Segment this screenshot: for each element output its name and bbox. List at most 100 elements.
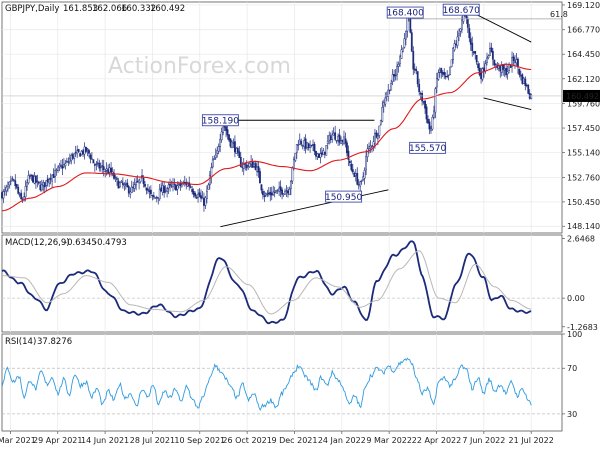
candle-body-79 [117, 180, 120, 189]
candle-body-347 [512, 56, 515, 61]
candle-body-25 [37, 181, 40, 184]
candle-body-188 [278, 187, 281, 192]
candle-body-38 [57, 166, 59, 171]
candle-body-269 [397, 64, 400, 67]
candle-body-140 [207, 184, 210, 190]
candle-body-284 [419, 92, 422, 95]
candle-body-304 [449, 66, 452, 75]
candle-body-43 [64, 163, 67, 166]
candle-body-113 [167, 184, 170, 189]
annotation-box-3 [409, 141, 447, 154]
candle-body-147 [217, 146, 220, 152]
candle-body-58 [86, 148, 89, 151]
candle-body-167 [247, 165, 250, 167]
candle-body-343 [506, 71, 509, 75]
candle-body-174 [257, 166, 260, 173]
candle-body-97 [144, 184, 146, 187]
candle-body-129 [191, 188, 194, 192]
candle-body-59 [88, 150, 90, 154]
ohlc-low: 160.332 [121, 4, 156, 14]
candle-body-55 [82, 150, 84, 155]
candle-body-235 [347, 150, 350, 160]
candle-body-267 [394, 75, 397, 77]
candle-body-155 [229, 138, 232, 147]
candle-body-350 [517, 58, 519, 68]
price-tick-label-3: 162.120 [567, 75, 600, 84]
candle-body-273 [403, 38, 406, 48]
candle-body-154 [228, 134, 230, 141]
candle-body-69 [102, 166, 105, 170]
candle-body-300 [443, 72, 446, 76]
candle-body-184 [272, 191, 275, 195]
candle-body-262 [387, 89, 390, 97]
candle-body-128 [189, 186, 192, 188]
candle-body-122 [180, 184, 183, 187]
candle-body-44 [65, 160, 68, 163]
macd-tick-label-0: 2.6468 [567, 234, 595, 243]
candle-body-333 [491, 51, 494, 60]
candle-body-96 [142, 178, 145, 184]
candle-body-157 [232, 142, 235, 144]
candle-body-305 [450, 59, 453, 67]
candle-body-119 [176, 185, 179, 190]
candle-body-322 [475, 54, 478, 63]
candle-body-142 [210, 167, 213, 178]
candle-body-342 [505, 67, 508, 76]
candle-body-194 [287, 190, 289, 194]
candle-body-46 [68, 158, 71, 163]
macd-value: -0.6345 [64, 238, 97, 248]
candle-body-279 [412, 51, 415, 70]
candle-body-349 [515, 59, 518, 64]
candle-body-48 [71, 154, 74, 159]
candle-body-124 [183, 182, 186, 184]
candle-body-116 [172, 183, 174, 188]
candle-body-233 [344, 138, 347, 144]
candle-body-148 [219, 138, 222, 147]
candle-body-76 [113, 172, 115, 179]
candle-body-325 [480, 72, 482, 80]
annotation-box-0 [201, 114, 239, 127]
candle-body-130 [192, 190, 195, 195]
candle-body-84 [124, 183, 127, 185]
candle-body-100 [148, 190, 151, 193]
candle-body-221 [326, 140, 329, 144]
candle-body-346 [511, 57, 513, 67]
candle-body-95 [141, 175, 143, 177]
x-tick-label-8: 9 Mar 2022 [366, 436, 412, 445]
candle-body-106 [157, 196, 160, 200]
candle-body-17 [26, 182, 28, 187]
candle-body-259 [382, 102, 385, 107]
candle-body-145 [214, 154, 217, 159]
candle-body-12 [18, 194, 21, 196]
candle-body-137 [203, 198, 205, 206]
candle-body-263 [388, 89, 391, 92]
candle-body-135 [200, 195, 202, 199]
candle-body-49 [73, 153, 76, 159]
annotation-label-0: 158.190 [202, 116, 239, 126]
candle-body-264 [390, 82, 393, 91]
candle-body-215 [318, 153, 320, 158]
candle-body-80 [119, 182, 121, 187]
candle-body-312 [461, 19, 463, 30]
candle-body-260 [384, 97, 387, 105]
candle-body-207 [306, 142, 309, 149]
candle-body-330 [487, 55, 490, 58]
x-tick-label-1: 29 Apr 2021 [33, 436, 82, 445]
candle-body-172 [254, 163, 257, 170]
candle-body-344 [508, 64, 510, 71]
candle-body-271 [400, 49, 403, 59]
candle-body-158 [234, 141, 236, 153]
candle-body-331 [489, 48, 491, 56]
candle-body-324 [478, 67, 481, 76]
candle-body-26 [39, 184, 42, 191]
macd-panel-frame [1, 234, 563, 333]
price-tick-label-5: 157.450 [567, 124, 600, 133]
candle-body-134 [198, 192, 201, 197]
candle-body-0 [1, 192, 3, 199]
candle-body-224 [331, 134, 334, 140]
candle-body-268 [396, 66, 398, 75]
candle-body-176 [260, 184, 263, 191]
candle-body-170 [251, 161, 254, 168]
candle-body-257 [379, 120, 382, 125]
